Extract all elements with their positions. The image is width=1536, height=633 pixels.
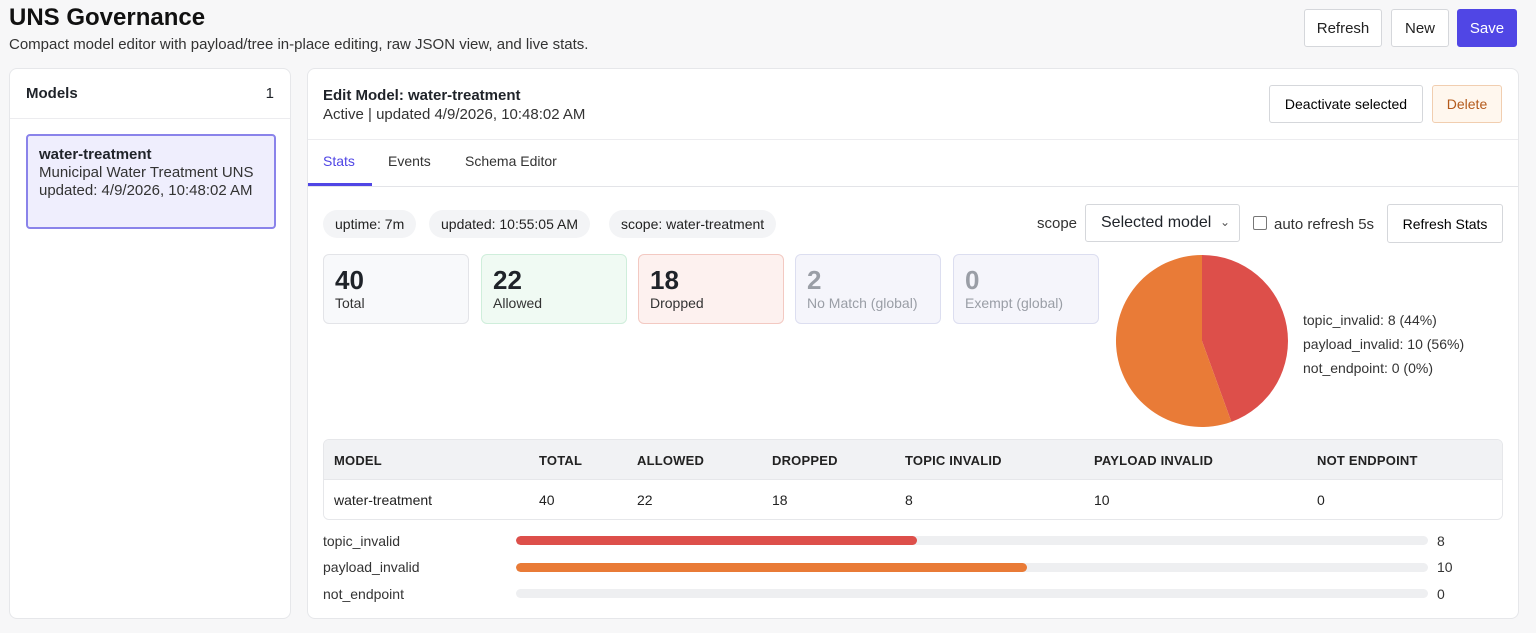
table-row: water-treatment 40 22 18 8 10 0 <box>324 480 1502 519</box>
models-sidebar: Models 1 water-treatment Municipal Water… <box>9 68 291 619</box>
models-header: Models 1 <box>10 69 290 119</box>
scope-label: scope <box>1037 215 1078 232</box>
legend-item-payload-invalid: payload_invalid: 10 (56%) <box>1303 336 1465 352</box>
bar-track-not-endpoint <box>516 589 1428 598</box>
scope-select[interactable]: Selected model ⌄ <box>1085 204 1240 242</box>
model-name: water-treatment <box>39 146 152 163</box>
uptime-chip: uptime: 7m <box>323 210 417 238</box>
stat-card-total: 40 Total <box>323 254 469 324</box>
stat-label: Dropped <box>650 295 704 311</box>
pie-slice-payload-invalid <box>1116 255 1232 427</box>
updated-chip: updated: 10:55:05 AM <box>429 210 590 238</box>
app-header: UNS Governance Compact model editor with… <box>0 0 1536 64</box>
models-title: Models <box>26 85 78 102</box>
pie-slice-topic-invalid <box>1202 255 1288 422</box>
bar-track-topic-invalid <box>516 536 1428 545</box>
stat-value: 0 <box>965 265 980 295</box>
app-title: UNS Governance <box>9 4 206 31</box>
column-header: ALLOWED <box>637 453 705 468</box>
table-cell: water-treatment <box>334 492 433 508</box>
stat-value: 18 <box>650 265 679 295</box>
stats-table: MODEL TOTAL ALLOWED DROPPED TOPIC INVALI… <box>323 439 1503 520</box>
tab-events[interactable]: Events <box>388 153 431 169</box>
stat-value: 40 <box>335 265 364 295</box>
drop-reasons-pie-chart <box>1116 255 1288 427</box>
column-header: NOT ENDPOINT <box>1317 453 1418 468</box>
column-header: TOPIC INVALID <box>905 453 1002 468</box>
legend-item-not-endpoint: not_endpoint: 0 (0%) <box>1303 360 1433 376</box>
model-item-water-treatment[interactable]: water-treatment Municipal Water Treatmen… <box>26 134 276 229</box>
table-cell: 18 <box>772 492 788 508</box>
editor-panel: Edit Model: water-treatment Active | upd… <box>307 68 1519 619</box>
column-header: TOTAL <box>539 453 583 468</box>
tabs-divider <box>308 186 1518 187</box>
save-button[interactable]: Save <box>1457 9 1517 47</box>
stat-label: No Match (global) <box>807 295 918 311</box>
app-subtitle: Compact model editor with payload/tree i… <box>9 36 589 53</box>
bar-label-not-endpoint: not_endpoint <box>323 586 404 602</box>
bar-track-payload-invalid <box>516 563 1428 572</box>
refresh-button[interactable]: Refresh <box>1304 9 1382 47</box>
models-count: 1 <box>265 85 274 102</box>
stat-label: Allowed <box>493 295 543 311</box>
new-button[interactable]: New <box>1391 9 1449 47</box>
stat-label: Total <box>335 295 365 311</box>
auto-refresh-checkbox[interactable] <box>1253 216 1267 230</box>
table-cell: 10 <box>1094 492 1110 508</box>
model-updated: updated: 4/9/2026, 10:48:02 AM <box>39 182 253 199</box>
divider <box>308 139 1518 140</box>
bar-fill-topic-invalid <box>516 536 918 545</box>
stat-value: 2 <box>807 265 822 295</box>
bar-value-not-endpoint: 0 <box>1437 586 1445 602</box>
bar-label-topic-invalid: topic_invalid <box>323 533 401 549</box>
tab-schema-editor[interactable]: Schema Editor <box>465 153 557 169</box>
stat-label: Exempt (global) <box>965 295 1064 311</box>
table-header: MODEL TOTAL ALLOWED DROPPED TOPIC INVALI… <box>324 440 1502 480</box>
table-cell: 0 <box>1317 492 1325 508</box>
editor-title: Edit Model: water-treatment <box>323 87 521 104</box>
table-cell: 22 <box>637 492 653 508</box>
stat-value: 22 <box>493 265 522 295</box>
bar-label-payload-invalid: payload_invalid <box>323 559 420 575</box>
editor-meta: Active | updated 4/9/2026, 10:48:02 AM <box>323 106 586 123</box>
pie-legend: topic_invalid: 8 (44%) payload_invalid: … <box>1303 308 1464 380</box>
stat-card-allowed: 22 Allowed <box>481 254 627 324</box>
model-description: Municipal Water Treatment UNS <box>39 164 254 181</box>
legend-item-topic-invalid: topic_invalid: 8 (44%) <box>1303 312 1437 328</box>
stat-card-no-match: 2 No Match (global) <box>795 254 941 324</box>
active-tab-indicator <box>308 183 372 186</box>
bar-value-topic-invalid: 8 <box>1437 533 1445 549</box>
refresh-stats-button[interactable]: Refresh Stats <box>1387 204 1503 243</box>
tab-stats[interactable]: Stats <box>323 153 355 169</box>
column-header: PAYLOAD INVALID <box>1094 453 1214 468</box>
stat-card-exempt: 0 Exempt (global) <box>953 254 1099 324</box>
delete-button[interactable]: Delete <box>1432 85 1502 123</box>
table-cell: 40 <box>539 492 555 508</box>
column-header: DROPPED <box>772 453 838 468</box>
table-cell: 8 <box>905 492 913 508</box>
bar-value-payload-invalid: 10 <box>1437 559 1453 575</box>
column-header: MODEL <box>334 453 382 468</box>
auto-refresh-label: auto refresh 5s <box>1274 216 1375 233</box>
scope-select-value: Selected model <box>1101 214 1212 231</box>
stat-card-dropped: 18 Dropped <box>638 254 784 324</box>
scope-chip: scope: water-treatment <box>609 210 777 238</box>
deactivate-selected-button[interactable]: Deactivate selected <box>1269 85 1423 123</box>
chevron-down-icon: ⌄ <box>1219 215 1230 229</box>
bar-fill-payload-invalid <box>516 563 1027 572</box>
